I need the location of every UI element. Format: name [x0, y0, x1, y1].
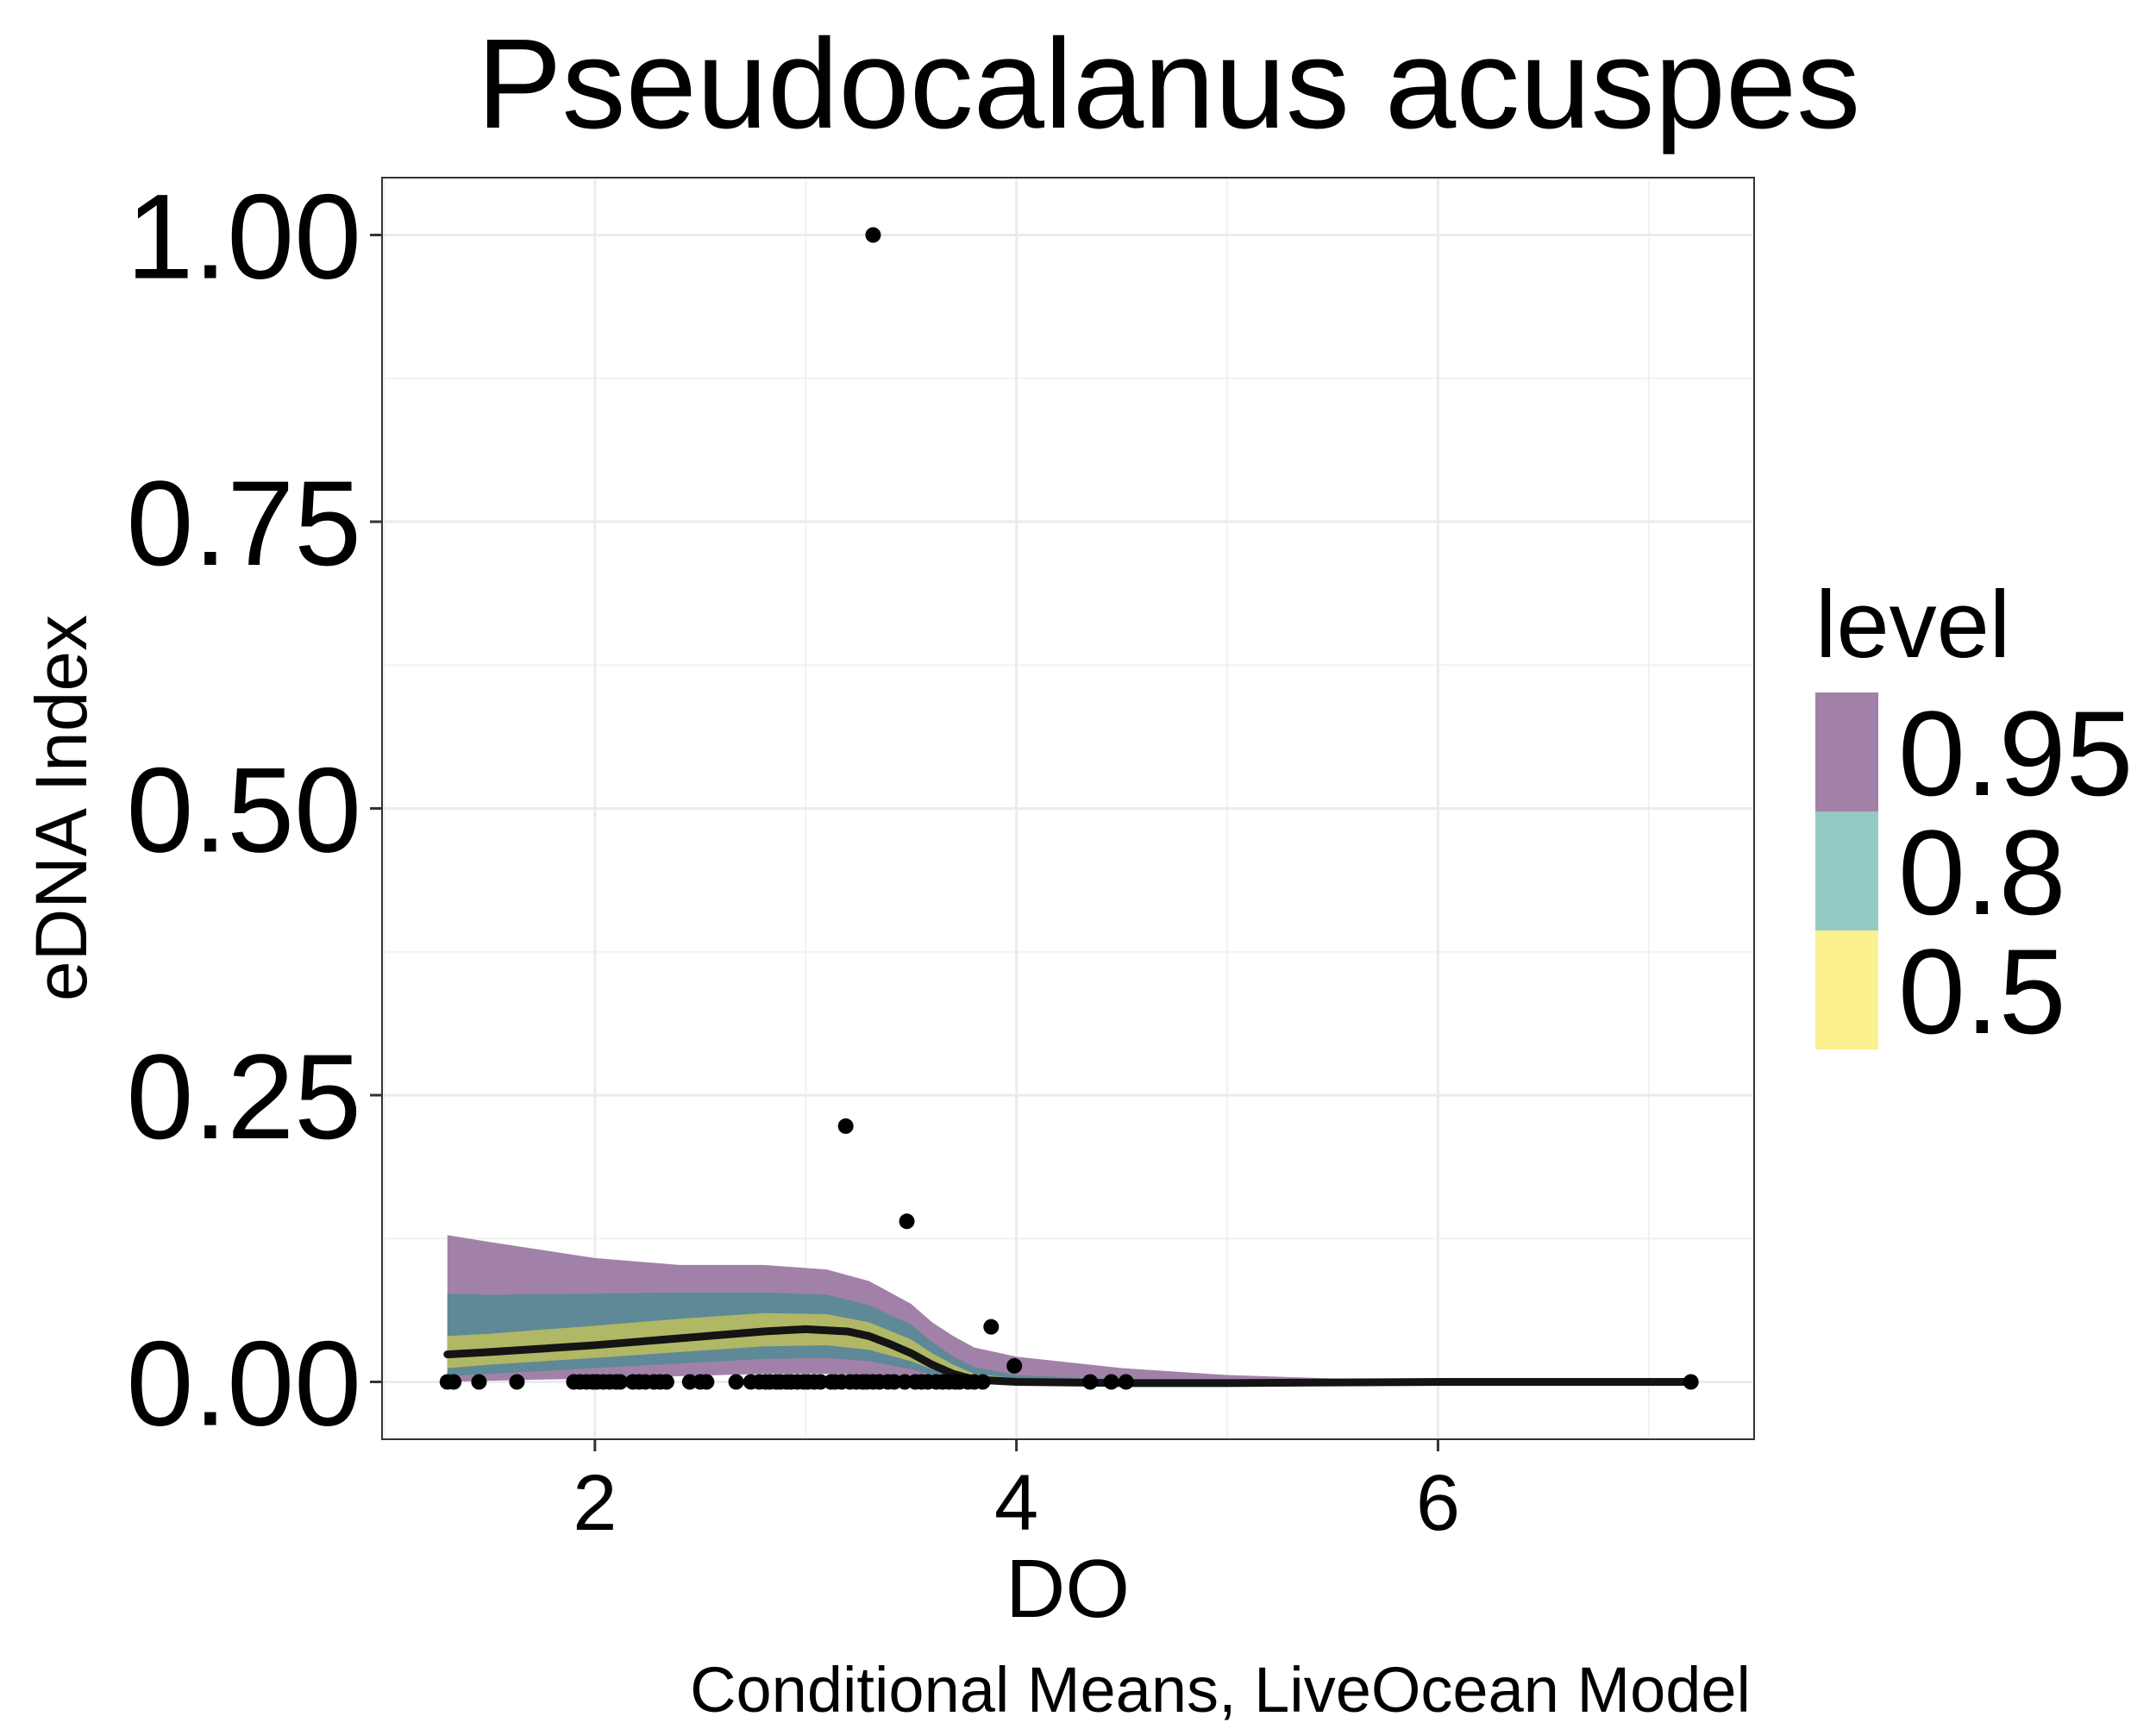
panel-grid — [382, 178, 1754, 1439]
data-point — [983, 1319, 1000, 1335]
data-point — [899, 1213, 915, 1230]
legend-key-0.8 — [1815, 811, 1878, 930]
data-point — [975, 1374, 991, 1390]
x-tick-label: 6 — [1416, 1459, 1460, 1547]
data-points — [439, 227, 1699, 1390]
chart-caption: Conditional Means, LiveOcean Model — [690, 1654, 1751, 1725]
legend-label: 0.5 — [1898, 924, 2066, 1059]
y-tick-label: 0.00 — [127, 1316, 361, 1451]
y-tick-label: 1.00 — [127, 169, 361, 304]
legend-label: 0.95 — [1898, 686, 2133, 821]
data-point — [612, 1374, 629, 1390]
data-point — [837, 1118, 854, 1134]
data-point — [1082, 1374, 1099, 1390]
confidence-bands — [447, 1235, 1691, 1385]
data-point — [699, 1374, 715, 1390]
y-axis: 0.00 0.25 0.50 0.75 1.00 — [127, 169, 382, 1451]
y-axis-title: eDNA Index — [21, 615, 102, 1001]
legend-title: level — [1815, 572, 2010, 678]
data-point — [1683, 1374, 1699, 1390]
legend-key-0.95 — [1815, 692, 1878, 811]
data-point — [509, 1374, 525, 1390]
data-point — [446, 1374, 462, 1390]
y-tick-label: 0.25 — [127, 1029, 361, 1164]
data-point — [658, 1374, 674, 1390]
data-point — [1118, 1374, 1134, 1390]
mean-line — [443, 1325, 1695, 1388]
mean-line-group — [443, 1325, 1695, 1388]
x-axis: 2 4 6 — [573, 1439, 1460, 1547]
data-point — [1006, 1357, 1023, 1374]
chart-title: Pseudocalanus acuspes — [477, 13, 1860, 155]
legend-key-0.5 — [1815, 930, 1878, 1049]
data-point — [1103, 1374, 1119, 1390]
legend: level 0.950.80.5 — [1815, 572, 2133, 1059]
x-tick-label: 4 — [994, 1459, 1038, 1547]
data-point — [471, 1374, 487, 1390]
y-tick-label: 0.75 — [127, 455, 361, 591]
y-tick-label: 0.50 — [127, 742, 361, 878]
x-tick-label: 2 — [573, 1459, 617, 1547]
data-point — [865, 227, 881, 243]
x-axis-title: DO — [1006, 1543, 1130, 1635]
data-point — [728, 1374, 744, 1390]
legend-label: 0.8 — [1898, 805, 2066, 940]
